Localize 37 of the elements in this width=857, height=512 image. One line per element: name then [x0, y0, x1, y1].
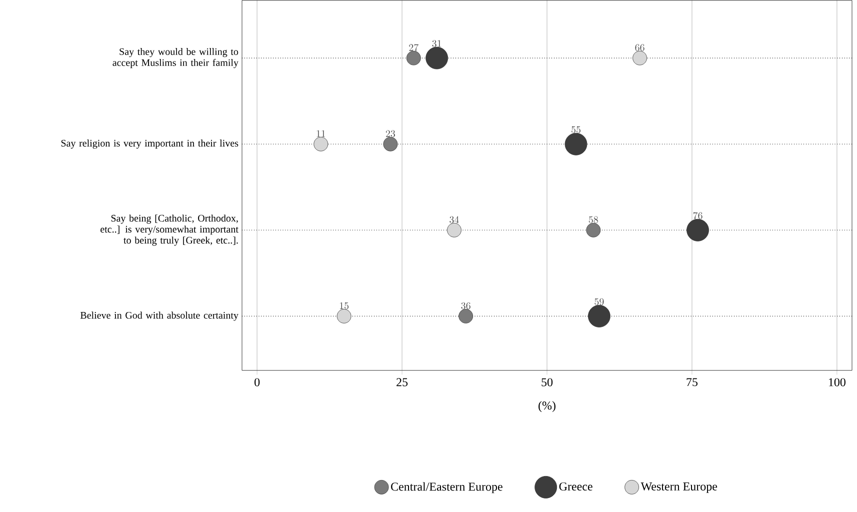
data-label: 11: [316, 130, 326, 137]
legend-label: Greece: [559, 482, 592, 490]
y-tick-label: Believe in God with absolute certainty: [80, 311, 238, 321]
legend-label: Western Europe: [640, 482, 718, 493]
data-label: 76: [693, 212, 702, 219]
x-tick-label: 50: [542, 378, 553, 386]
point: [632, 50, 647, 66]
y-tick-label: Say they would be willing to accept Muslims in their family: [112, 48, 238, 68]
legend-label: Central/Eastern Europe: [391, 482, 502, 493]
data-label: 58: [588, 216, 598, 223]
data-label: 55: [571, 126, 580, 133]
x-tick-label: 75: [686, 378, 698, 386]
point: [564, 132, 588, 156]
data-label: 36: [461, 302, 470, 310]
point: [458, 308, 474, 324]
point: [586, 222, 601, 238]
data-label: 15: [340, 302, 349, 310]
data-label: 23: [386, 130, 396, 137]
data-label: 59: [594, 298, 604, 306]
point: [447, 222, 462, 238]
x-tick-label: 100: [828, 378, 846, 386]
x-tick-label: 25: [396, 378, 408, 386]
point: [588, 304, 610, 328]
point: [336, 308, 352, 324]
point: [314, 136, 328, 152]
data-label: 66: [635, 44, 644, 51]
data-label: 31: [432, 40, 442, 47]
y-tick-label: Say religion is very important in their lives: [61, 139, 238, 148]
point: [383, 136, 398, 152]
data-label: 34: [450, 216, 459, 223]
point: [406, 50, 421, 66]
x-tick-label: 0: [254, 378, 260, 386]
point: [686, 218, 709, 242]
x-axis-title: (%): [538, 400, 556, 412]
y-tick-label: Say being [Catholic, Orthodox, etc..] is very/somewhat important to being truly [Greek, etc..].: [100, 214, 238, 246]
data-label: 27: [409, 44, 418, 51]
point: [426, 46, 448, 70]
